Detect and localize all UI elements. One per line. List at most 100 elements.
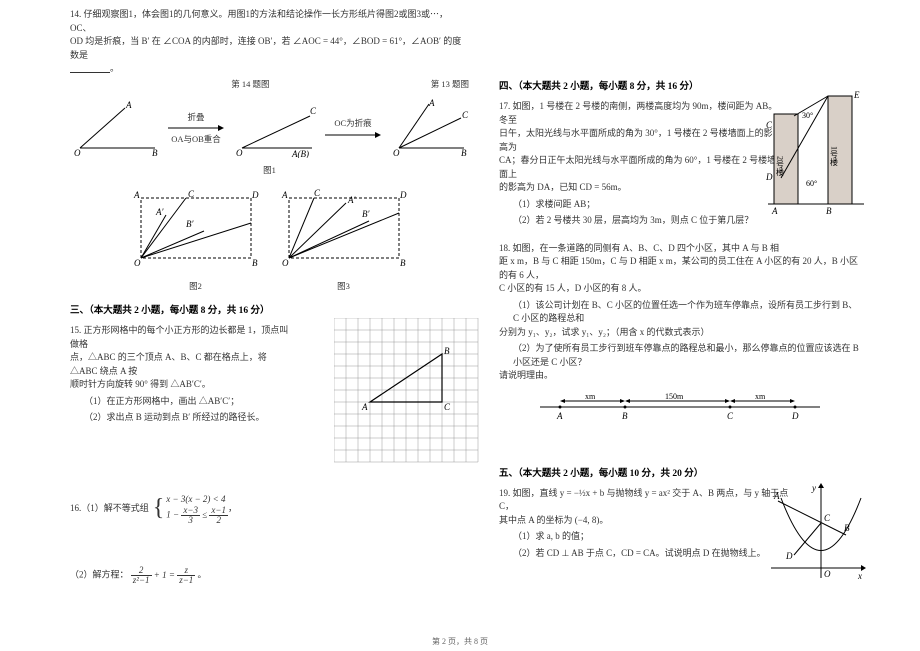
q14-fig-row1: A B O 折叠 OA与OB重合 C A(B) O	[70, 98, 469, 158]
fold-label2: OA与OB重合	[171, 133, 221, 146]
q19-figure: O x y A B C D	[766, 483, 866, 583]
svg-text:A: A	[556, 411, 563, 421]
svg-text:B: B	[826, 206, 832, 216]
fold-label1: 折叠	[187, 111, 204, 124]
svg-text:D: D	[785, 551, 793, 561]
q14-fig3: O A B C D A′ B′	[274, 183, 414, 273]
svg-text:B: B	[252, 258, 258, 268]
section-3-title: 三、（本大题共 2 小题，每小题 8 分，共 16 分）	[70, 302, 469, 316]
svg-text:A: A	[125, 100, 132, 110]
svg-text:O: O	[393, 148, 400, 158]
q16-part2: （2）解方程：	[70, 570, 129, 580]
q18-line3: C 小区的有 15 人，D 小区的有 8 人。	[499, 282, 860, 296]
svg-text:B: B	[461, 148, 467, 158]
q15-part1: （1）在正方形网格中，画出 △AB′C′；	[84, 395, 295, 409]
question-14: 14. 仔细观察图1，体会图1的几何意义。用图1的方法和结论操作一长方形纸片得图…	[70, 8, 469, 292]
question-16: 16.（1）解不等式组 { x − 3(x − 2) < 4 1 − x−33 …	[70, 490, 469, 585]
blank-line	[70, 64, 110, 73]
q14-period: 。	[110, 63, 119, 73]
q17-line1: 17. 如图，1 号楼在 2 号楼的南侧，两楼高度均为 90m，楼间距为 AB。…	[499, 100, 779, 127]
q17-part1: （1）求楼间距 AB；	[513, 198, 779, 212]
svg-text:A: A	[428, 98, 435, 108]
q15-part2: （2）求出点 B 运动到点 B′ 所经过的路径长。	[84, 411, 295, 425]
svg-text:A: A	[771, 206, 778, 216]
q17-line4: 的影高为 DA，已知 CD = 56m。	[499, 181, 779, 195]
svg-text:60°: 60°	[806, 179, 817, 188]
svg-text:C: C	[310, 106, 317, 116]
q17-part2: （2）若 2 号楼共 30 层，层高均为 3m，则点 C 位于第几层？	[513, 214, 779, 228]
q18-part1: （1）该公司计划在 B、C 小区的位置任选一个作为班车停靠点，设所有员工步行到 …	[513, 299, 860, 326]
svg-text:C: C	[314, 188, 321, 198]
svg-text:A: A	[773, 491, 780, 501]
svg-text:150m: 150m	[665, 392, 684, 401]
question-15: 15. 正方形网格中的每个小正方形的边长都是 1，顶点叫做格 点，△ABC 的三…	[70, 324, 469, 454]
question-17: 17. 如图，1 号楼在 2 号楼的南侧，两楼高度均为 90m，楼间距为 AB。…	[499, 100, 860, 228]
q15-line1: 15. 正方形网格中的每个小正方形的边长都是 1，顶点叫做格	[70, 324, 295, 351]
svg-text:C: C	[824, 513, 831, 523]
brace-icon: {	[153, 490, 165, 526]
q16-period: 。	[198, 570, 207, 580]
svg-text:2号楼: 2号楼	[776, 156, 785, 177]
q18-figure: xm 150m xm A B C D	[530, 389, 830, 429]
q18-line1: 18. 如图，在一条道路的同侧有 A、B、C、D 四个小区，其中 A 与 B 相	[499, 242, 860, 256]
caption-13: 第 13 题图	[431, 78, 469, 91]
q14-fig2: O A B C D A′ B′	[126, 183, 266, 273]
q16-comma: ，	[228, 502, 237, 516]
q17-line2: 日午，太阳光线与水平面所成的角为 30°，1 号楼在 2 号楼墙面上的影高为	[499, 127, 779, 154]
q17-line3: CA；春分日正午太阳光线与水平面所成的角为 60°，1 号楼在 2 号楼墙面上	[499, 154, 779, 181]
svg-text:C: C	[188, 189, 195, 199]
q19-line1: 19. 如图，直线 y = −½x + b 与抛物线 y = ax² 交于 A、…	[499, 487, 789, 514]
svg-text:30°: 30°	[802, 111, 813, 120]
section-5-title: 五、（本大题共 2 小题，每小题 10 分，共 20 分）	[499, 465, 860, 479]
svg-text:xm: xm	[585, 392, 596, 401]
fold-label3: OC为折痕	[334, 117, 371, 130]
q18-part2: （2）为了使所有员工步行到班车停靠点的路程总和最小，那么停靠点的位置应该选在 B…	[513, 342, 860, 369]
q17-figure: 2号楼 1号楼 30° 60° E C D A B	[766, 86, 866, 216]
svg-text:xm: xm	[755, 392, 766, 401]
svg-text:B: B	[622, 411, 628, 421]
q16-prefix: 16.（1）解不等式组	[70, 502, 149, 516]
svg-text:B: B	[400, 258, 406, 268]
svg-text:B: B	[844, 523, 850, 533]
fig1-label: 图1	[70, 164, 469, 177]
q19-line2: 其中点 A 的坐标为 (−4, 8)。	[499, 514, 789, 528]
q14-fig-right: A C B O	[389, 98, 469, 158]
svg-text:A′: A′	[347, 195, 356, 205]
svg-text:D: D	[399, 190, 407, 200]
question-19: 19. 如图，直线 y = −½x + b 与抛物线 y = ax² 交于 A、…	[499, 487, 860, 561]
svg-text:y: y	[811, 483, 816, 493]
svg-text:A(B): A(B)	[291, 149, 309, 158]
svg-text:A′: A′	[155, 207, 164, 217]
svg-text:B′: B′	[186, 219, 194, 229]
fig2-label: 图2	[126, 280, 266, 293]
page-footer: 第 2 页，共 8 页	[0, 636, 920, 647]
svg-text:O: O	[236, 148, 243, 158]
question-18: 18. 如图，在一条道路的同侧有 A、B、C、D 四个小区，其中 A 与 B 相…	[499, 242, 860, 429]
svg-text:D: D	[251, 190, 259, 200]
q18-part1b: 分别为 y₁、y₂，试求 y₁、y₂；（用含 x 的代数式表示）	[499, 326, 860, 340]
svg-text:A: A	[281, 190, 288, 200]
q15-line2: 点，△ABC 的三个顶点 A、B、C 都在格点上，将 △ABC 绕点 A 按	[70, 351, 295, 378]
svg-text:B: B	[152, 148, 158, 158]
svg-text:C: C	[462, 110, 469, 120]
svg-text:x: x	[857, 571, 862, 581]
svg-text:1号楼: 1号楼	[830, 146, 839, 167]
q14-fig-angle: A B O	[70, 98, 160, 158]
svg-text:E: E	[853, 90, 860, 100]
svg-text:B′: B′	[362, 209, 370, 219]
q14-fig-folded: C A(B) O	[232, 98, 317, 158]
svg-text:C: C	[766, 120, 773, 130]
q19-part2: （2）若 CD ⊥ AB 于点 C，CD = CA。试说明点 D 在抛物线上。	[513, 547, 789, 561]
q14-line1: 14. 仔细观察图1，体会图1的几何意义。用图1的方法和结论操作一长方形纸片得图…	[70, 8, 469, 35]
q14-fig-row2: O A B C D A′ B′ 图2	[70, 183, 469, 292]
svg-text:A: A	[361, 402, 368, 412]
svg-text:A: A	[133, 190, 140, 200]
q18-part2b: 请说明理由。	[499, 369, 860, 383]
q16-ineq1: x − 3(x − 2) < 4	[166, 492, 228, 506]
svg-text:O: O	[282, 258, 289, 268]
svg-text:O: O	[824, 569, 831, 579]
caption-14: 第 14 题图	[231, 78, 269, 91]
q18-line2: 距 x m，B 与 C 相距 150m，C 与 D 相距 x m，某公司的员工住…	[499, 255, 860, 282]
svg-text:O: O	[74, 148, 81, 158]
svg-text:D: D	[791, 411, 799, 421]
